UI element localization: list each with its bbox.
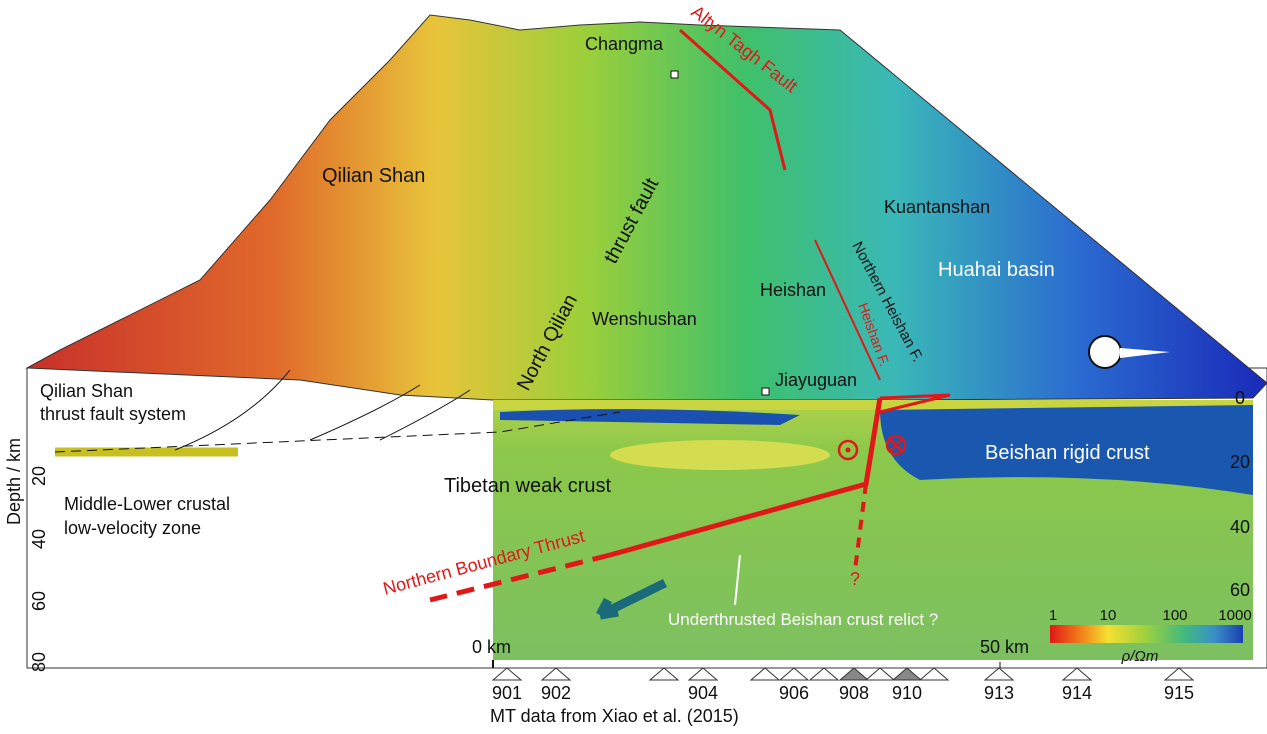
depth-tick: 0 (1235, 388, 1245, 408)
depth-tick: 60 (29, 591, 49, 611)
town (670, 70, 679, 79)
place-label: Heishan (760, 280, 826, 300)
place-label: Jiayuguan (775, 370, 857, 390)
colorbar-tick: 1000 (1218, 607, 1251, 624)
north-arrow (1120, 348, 1170, 358)
station-label: 902 (541, 683, 571, 703)
depth-tick: 60 (1230, 580, 1250, 600)
station-label: 910 (892, 683, 922, 703)
north-arrow (1088, 335, 1122, 369)
arrow (596, 578, 667, 620)
tick-group: 20 40 60 80 0 20 40 60 901 902 904 906 908 910 913 914 9… (29, 388, 1252, 703)
axis-title: Depth / km (4, 438, 24, 525)
out-of-plane (837, 439, 859, 461)
label: Middle-Lower crustal (64, 494, 230, 514)
beishan-resistor (880, 405, 1253, 495)
fault (814, 239, 881, 381)
depth-tick: 20 (1230, 452, 1250, 472)
depth-tick: 40 (29, 529, 49, 549)
colorbar-tick: 100 (1162, 607, 1187, 624)
station-label: 914 (1062, 683, 1092, 703)
label: low-velocity zone (64, 518, 201, 538)
decollement (54, 411, 621, 453)
depth-tick: 80 (29, 652, 49, 672)
place-label: Wenshushan (592, 309, 697, 329)
place-label: Kuantanshan (884, 197, 990, 217)
out-of-plane (845, 447, 851, 453)
station-label: 908 (839, 683, 869, 703)
scale-label: 50 km (980, 637, 1029, 657)
label: Underthrusted Beishan crust relict ? (668, 610, 938, 629)
source: MT data from Xiao et al. (2015) (490, 706, 739, 726)
station-label: 915 (1164, 683, 1194, 703)
label: Beishan rigid crust (985, 442, 1150, 464)
label: Tibetan weak crust (444, 475, 612, 497)
basin-label: Huahai basin (938, 259, 1055, 281)
label: Qilian Shan (40, 381, 133, 401)
depth-tick: 40 (1230, 517, 1250, 537)
place-label: Changma (585, 34, 664, 54)
fault (679, 28, 787, 171)
yellow-patch (610, 440, 830, 470)
colorbar-tick: 10 (1100, 607, 1117, 624)
fault-dashed (429, 552, 611, 603)
depth-tick: 20 (29, 466, 49, 486)
into-plane (889, 438, 903, 452)
station-label: 906 (779, 683, 809, 703)
label: thrust fault system (40, 404, 186, 424)
pointer (734, 554, 741, 606)
range-label: Qilian Shan (322, 165, 425, 187)
stations (491, 667, 1195, 681)
station-label: 904 (688, 683, 718, 703)
upper-conductor (500, 409, 800, 425)
into-plane (885, 434, 907, 456)
label: ? (850, 569, 860, 589)
station-label: 901 (492, 683, 522, 703)
town (761, 387, 770, 396)
colorbar-tick: 1 (1049, 607, 1057, 624)
colorbar (1050, 625, 1243, 643)
fault-dashed (853, 483, 868, 571)
scale-label: 0 km (472, 637, 511, 657)
fault (879, 393, 951, 414)
station-label: 913 (984, 683, 1014, 703)
colorbar-unit: ρ/Ωm (1121, 648, 1159, 665)
thrust (174, 369, 471, 451)
surface-layer (493, 400, 1253, 410)
